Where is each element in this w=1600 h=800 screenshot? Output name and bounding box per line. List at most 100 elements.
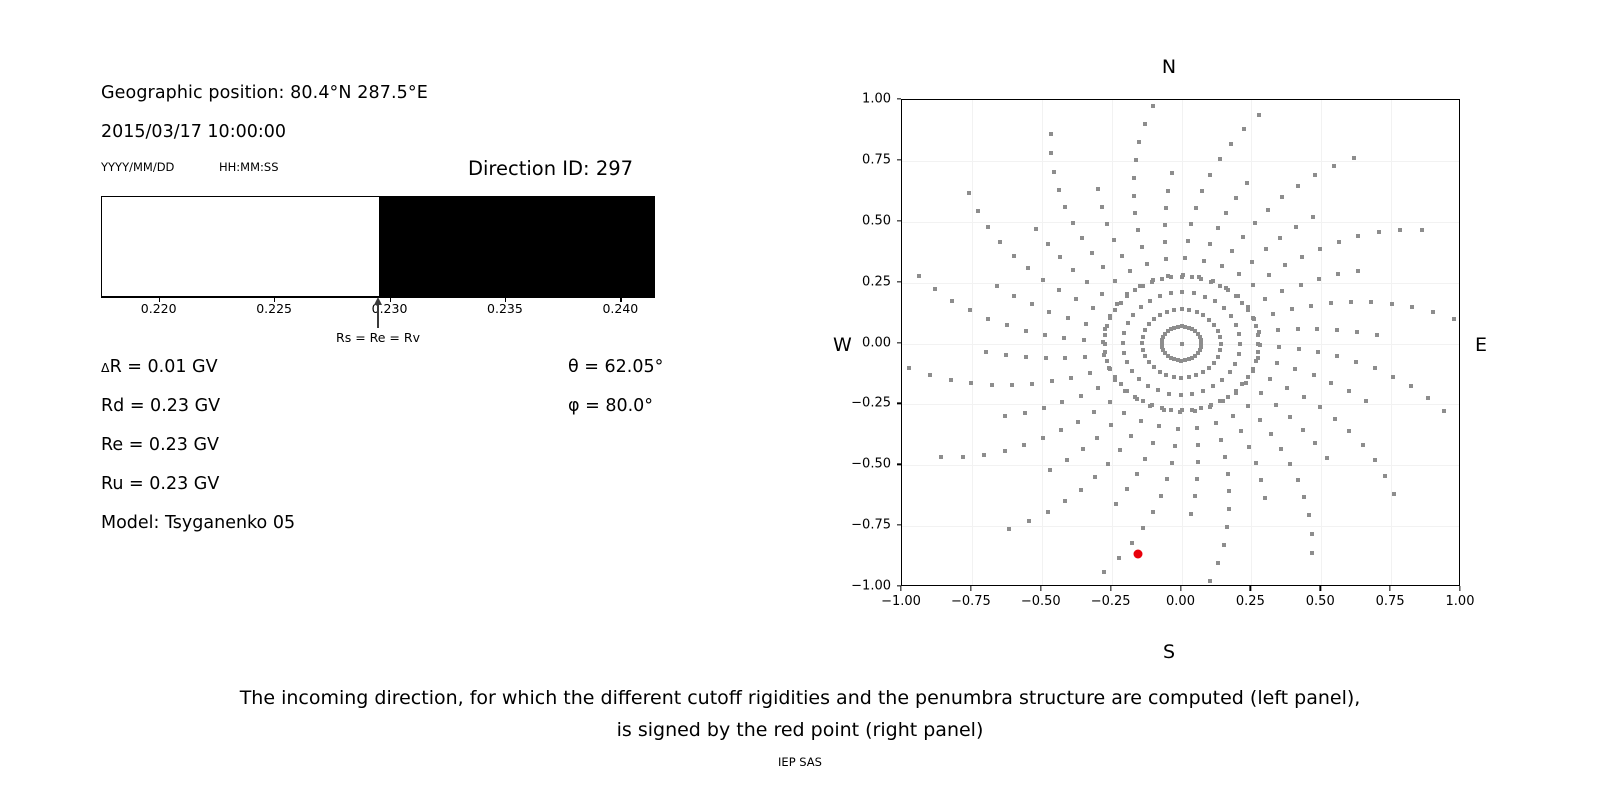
delta-symbol: Δ — [101, 360, 110, 375]
direction-dot — [1301, 394, 1306, 399]
gridline-horizontal — [902, 282, 1459, 284]
direction-dot — [1376, 230, 1381, 235]
direction-dot — [1222, 454, 1227, 459]
direction-dot — [1372, 457, 1377, 462]
direction-dot — [1294, 224, 1299, 229]
caption-line-1: The incoming direction, for which the di… — [239, 687, 1361, 709]
direction-dot — [1093, 475, 1098, 480]
direction-dot — [1060, 400, 1065, 405]
direction-dot — [1156, 424, 1161, 429]
direction-dot — [1095, 187, 1100, 192]
direction-dot — [1166, 274, 1171, 279]
direction-dot — [1049, 379, 1054, 384]
direction-dot — [1217, 348, 1222, 353]
direction-dot — [1195, 332, 1200, 337]
direction-dot — [1192, 408, 1197, 413]
direction-dot — [1259, 478, 1264, 483]
y-tick-mark — [896, 98, 901, 100]
direction-dot — [1078, 393, 1083, 398]
direction-dot — [1213, 421, 1218, 426]
direction-dot — [1101, 570, 1106, 575]
x-tick-label: 0.50 — [1305, 594, 1335, 609]
direction-dot — [1103, 332, 1108, 337]
direction-dot — [1141, 283, 1146, 288]
direction-dot — [1233, 388, 1238, 393]
direction-dot — [1389, 301, 1394, 306]
direction-dot — [1108, 315, 1113, 320]
direction-dot — [1420, 227, 1425, 232]
direction-dot — [1237, 332, 1242, 337]
direction-dot — [1198, 338, 1203, 343]
direction-dot — [1296, 346, 1301, 351]
direction-dot — [1080, 447, 1085, 452]
direction-dot — [1162, 223, 1167, 228]
direction-dot — [1230, 414, 1235, 419]
direction-dot — [1373, 366, 1378, 371]
x-tick-mark — [900, 586, 902, 591]
direction-dot — [1140, 341, 1145, 346]
direction-dot — [1147, 403, 1152, 408]
direction-dot — [1105, 358, 1110, 363]
direction-dot — [1132, 288, 1137, 293]
direction-dot — [1347, 429, 1352, 434]
direction-dot — [1124, 487, 1129, 492]
direction-dot — [1442, 409, 1447, 414]
direction-dot — [1113, 502, 1118, 506]
direction-dot — [1122, 410, 1127, 415]
direction-dot — [1179, 307, 1184, 312]
direction-dot — [1159, 276, 1164, 281]
direction-dot — [1224, 210, 1229, 215]
direction-dot — [1183, 324, 1188, 329]
direction-dot — [1199, 276, 1204, 281]
direction-dot — [1023, 355, 1028, 360]
direction-dot — [1085, 280, 1090, 285]
direction-dot — [1431, 309, 1436, 314]
x-tick-mark — [1040, 586, 1042, 591]
y-tick-label: 1.00 — [862, 91, 891, 107]
direction-dot — [1090, 306, 1095, 310]
direction-dot — [1263, 247, 1268, 252]
direction-dot — [1354, 359, 1359, 364]
direction-dot — [1193, 353, 1198, 358]
direction-dot — [1195, 350, 1200, 355]
direction-dot — [1029, 381, 1034, 386]
direction-dot — [1071, 268, 1076, 273]
direction-dot — [1392, 491, 1397, 496]
penumbra-bar-container — [101, 196, 655, 297]
direction-dot — [1196, 459, 1201, 464]
direction-dot — [1360, 442, 1365, 447]
direction-dot — [1212, 299, 1217, 304]
direction-dot — [998, 240, 1003, 245]
direction-dot — [1225, 471, 1230, 476]
direction-dot — [1200, 189, 1205, 194]
direction-dot — [1208, 403, 1213, 408]
y-tick-label: 0.25 — [862, 274, 891, 290]
direction-dot — [1336, 239, 1341, 244]
penumbra-tick — [620, 297, 622, 302]
direction-dot — [1211, 279, 1216, 284]
direction-dot — [1122, 388, 1127, 393]
direction-dot — [1283, 263, 1288, 268]
direction-dot — [1118, 382, 1123, 387]
direction-dot — [1194, 205, 1199, 210]
penumbra-tick — [158, 297, 160, 302]
parameter-row: Rd = 0.23 GV — [101, 396, 220, 416]
direction-dot — [1186, 374, 1191, 379]
direction-dot — [1252, 220, 1257, 225]
direction-dot — [1207, 317, 1212, 322]
direction-dot — [932, 287, 937, 292]
direction-dot — [1246, 308, 1251, 313]
direction-dot — [1162, 240, 1167, 245]
direction-dot — [1130, 541, 1135, 546]
direction-dot — [1234, 195, 1239, 200]
direction-dot — [1250, 315, 1255, 320]
direction-dot — [1099, 204, 1104, 209]
angle-parameter-row: φ = 80.0° — [568, 396, 654, 416]
selected-direction-point[interactable] — [1133, 549, 1143, 559]
direction-dot — [985, 316, 990, 321]
direction-dot — [1236, 272, 1241, 277]
direction-dot — [1197, 335, 1202, 339]
direction-dot — [1217, 399, 1222, 404]
direction-dot — [1052, 169, 1057, 174]
direction-dot — [1187, 308, 1192, 313]
